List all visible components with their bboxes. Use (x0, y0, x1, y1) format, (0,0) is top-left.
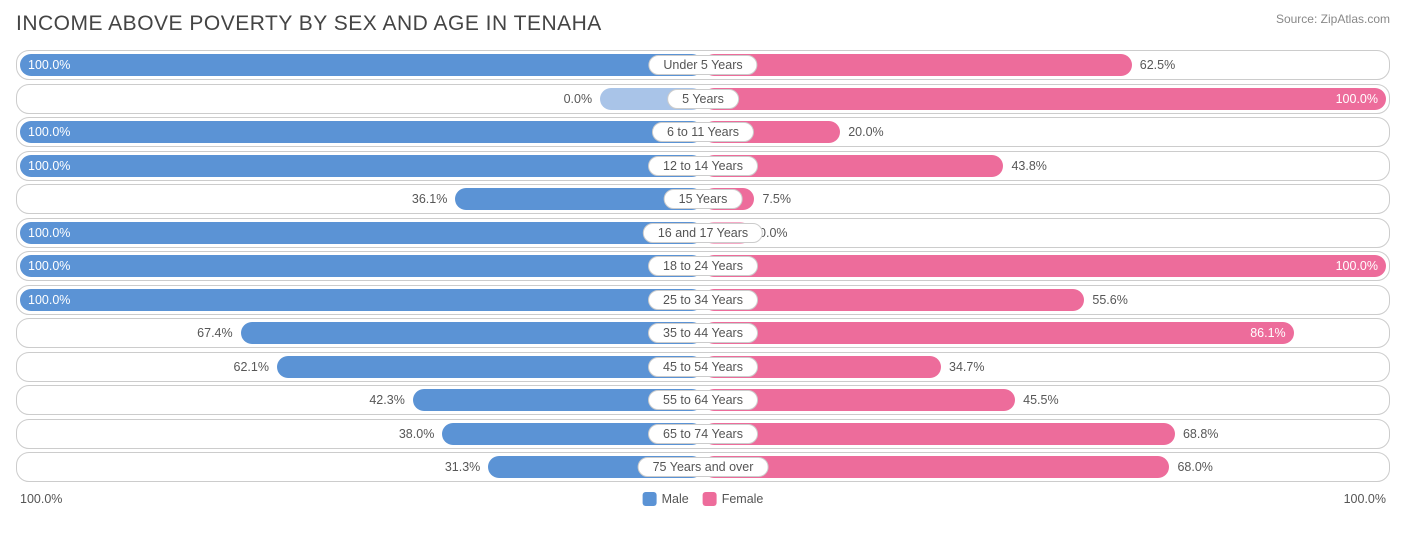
bar-male: 100.0% (20, 54, 703, 76)
bar-female-value: 45.5% (1015, 393, 1058, 407)
bar-male-value: 62.1% (234, 360, 277, 374)
legend-female-label: Female (722, 492, 764, 506)
category-label: 15 Years (664, 189, 743, 209)
chart-row: 42.3% 45.5% 55 to 64 Years (16, 385, 1390, 415)
bar-female: 100.0% (703, 255, 1386, 277)
bar-female: 68.8% (703, 423, 1175, 445)
chart-row: 38.0%68.8%65 to 74 Years (16, 419, 1390, 449)
chart-row: 100.0% 100.0% 18 to 24 Years (16, 251, 1390, 281)
bar-male: 100.0% (20, 155, 703, 177)
chart-row: 100.0%62.5%Under 5 Years (16, 50, 1390, 80)
swatch-female (703, 492, 717, 506)
bar-male-value: 100.0% (28, 125, 70, 139)
bar-male-value: 100.0% (28, 159, 70, 173)
bar-male-value: 100.0% (28, 58, 70, 72)
chart-title: INCOME ABOVE POVERTY BY SEX AND AGE IN T… (16, 12, 602, 36)
bar-male-value: 0.0% (564, 92, 601, 106)
bar-female-value: 86.1% (1250, 326, 1285, 340)
bar-female: 55.6% (703, 289, 1084, 311)
category-label: 5 Years (667, 89, 739, 109)
bar-male-value: 67.4% (197, 326, 240, 340)
bar-male-value: 36.1% (412, 192, 455, 206)
bar-female-value: 100.0% (1336, 92, 1378, 106)
bar-male: 62.1% (277, 356, 703, 378)
bar-female-value: 68.8% (1175, 427, 1218, 441)
category-label: 18 to 24 Years (648, 256, 758, 276)
chart-row: 100.0% 43.8% 12 to 14 Years (16, 151, 1390, 181)
bar-female-value: 7.5% (754, 192, 791, 206)
legend-female: Female (703, 492, 764, 506)
bar-male-value: 100.0% (28, 259, 70, 273)
chart-footer: 100.0% Male Female 100.0% (16, 488, 1390, 510)
diverging-bar-chart: 100.0%62.5%Under 5 Years0.0%100.0%5 Year… (16, 50, 1390, 482)
bar-female-value: 55.6% (1084, 293, 1127, 307)
legend-male-label: Male (662, 492, 689, 506)
category-label: 75 Years and over (638, 457, 769, 477)
swatch-male (643, 492, 657, 506)
category-label: Under 5 Years (648, 55, 757, 75)
legend-male: Male (643, 492, 689, 506)
category-label: 16 and 17 Years (643, 223, 763, 243)
bar-female-value: 100.0% (1336, 259, 1378, 273)
bar-female-value: 43.8% (1003, 159, 1046, 173)
bar-male-value: 100.0% (28, 293, 70, 307)
bar-male-value: 100.0% (28, 226, 70, 240)
bar-female: 62.5% (703, 54, 1132, 76)
bar-male-value: 31.3% (445, 460, 488, 474)
bar-female-value: 20.0% (840, 125, 883, 139)
chart-row: 100.0% 20.0% 6 to 11 Years (16, 117, 1390, 147)
chart-row: 0.0% 100.0% 5 Years (16, 84, 1390, 114)
bar-male: 100.0% (20, 289, 703, 311)
chart-row: 62.1% 34.7% 45 to 54 Years (16, 352, 1390, 382)
category-label: 6 to 11 Years (652, 122, 754, 142)
category-label: 55 to 64 Years (648, 390, 758, 410)
chart-row: 31.3%68.0%75 Years and over (16, 452, 1390, 482)
chart-row: 100.0%55.6%25 to 34 Years (16, 285, 1390, 315)
bar-female-value: 34.7% (941, 360, 984, 374)
chart-header: INCOME ABOVE POVERTY BY SEX AND AGE IN T… (16, 12, 1390, 36)
bar-male-value: 38.0% (399, 427, 442, 441)
category-label: 35 to 44 Years (648, 323, 758, 343)
axis-right-label: 100.0% (1344, 492, 1386, 506)
category-label: 45 to 54 Years (648, 357, 758, 377)
chart-row: 67.4% 86.1% 35 to 44 Years (16, 318, 1390, 348)
bar-male: 100.0% (20, 222, 703, 244)
bar-female: 100.0% (703, 88, 1386, 110)
bar-male: 100.0% (20, 121, 703, 143)
legend: Male Female (643, 492, 764, 506)
bar-male: 100.0% (20, 255, 703, 277)
bar-male: 67.4% (241, 322, 703, 344)
bar-female-value: 68.0% (1169, 460, 1212, 474)
category-label: 25 to 34 Years (648, 290, 758, 310)
chart-row: 36.1% 7.5% 15 Years (16, 184, 1390, 214)
chart-source: Source: ZipAtlas.com (1276, 12, 1390, 26)
category-label: 12 to 14 Years (648, 156, 758, 176)
category-label: 65 to 74 Years (648, 424, 758, 444)
bar-female-value: 62.5% (1132, 58, 1175, 72)
bar-female: 68.0% (703, 456, 1169, 478)
chart-row: 100.0%0.0%16 and 17 Years (16, 218, 1390, 248)
bar-male-value: 42.3% (369, 393, 412, 407)
bar-female: 86.1% (703, 322, 1294, 344)
axis-left-label: 100.0% (20, 492, 62, 506)
